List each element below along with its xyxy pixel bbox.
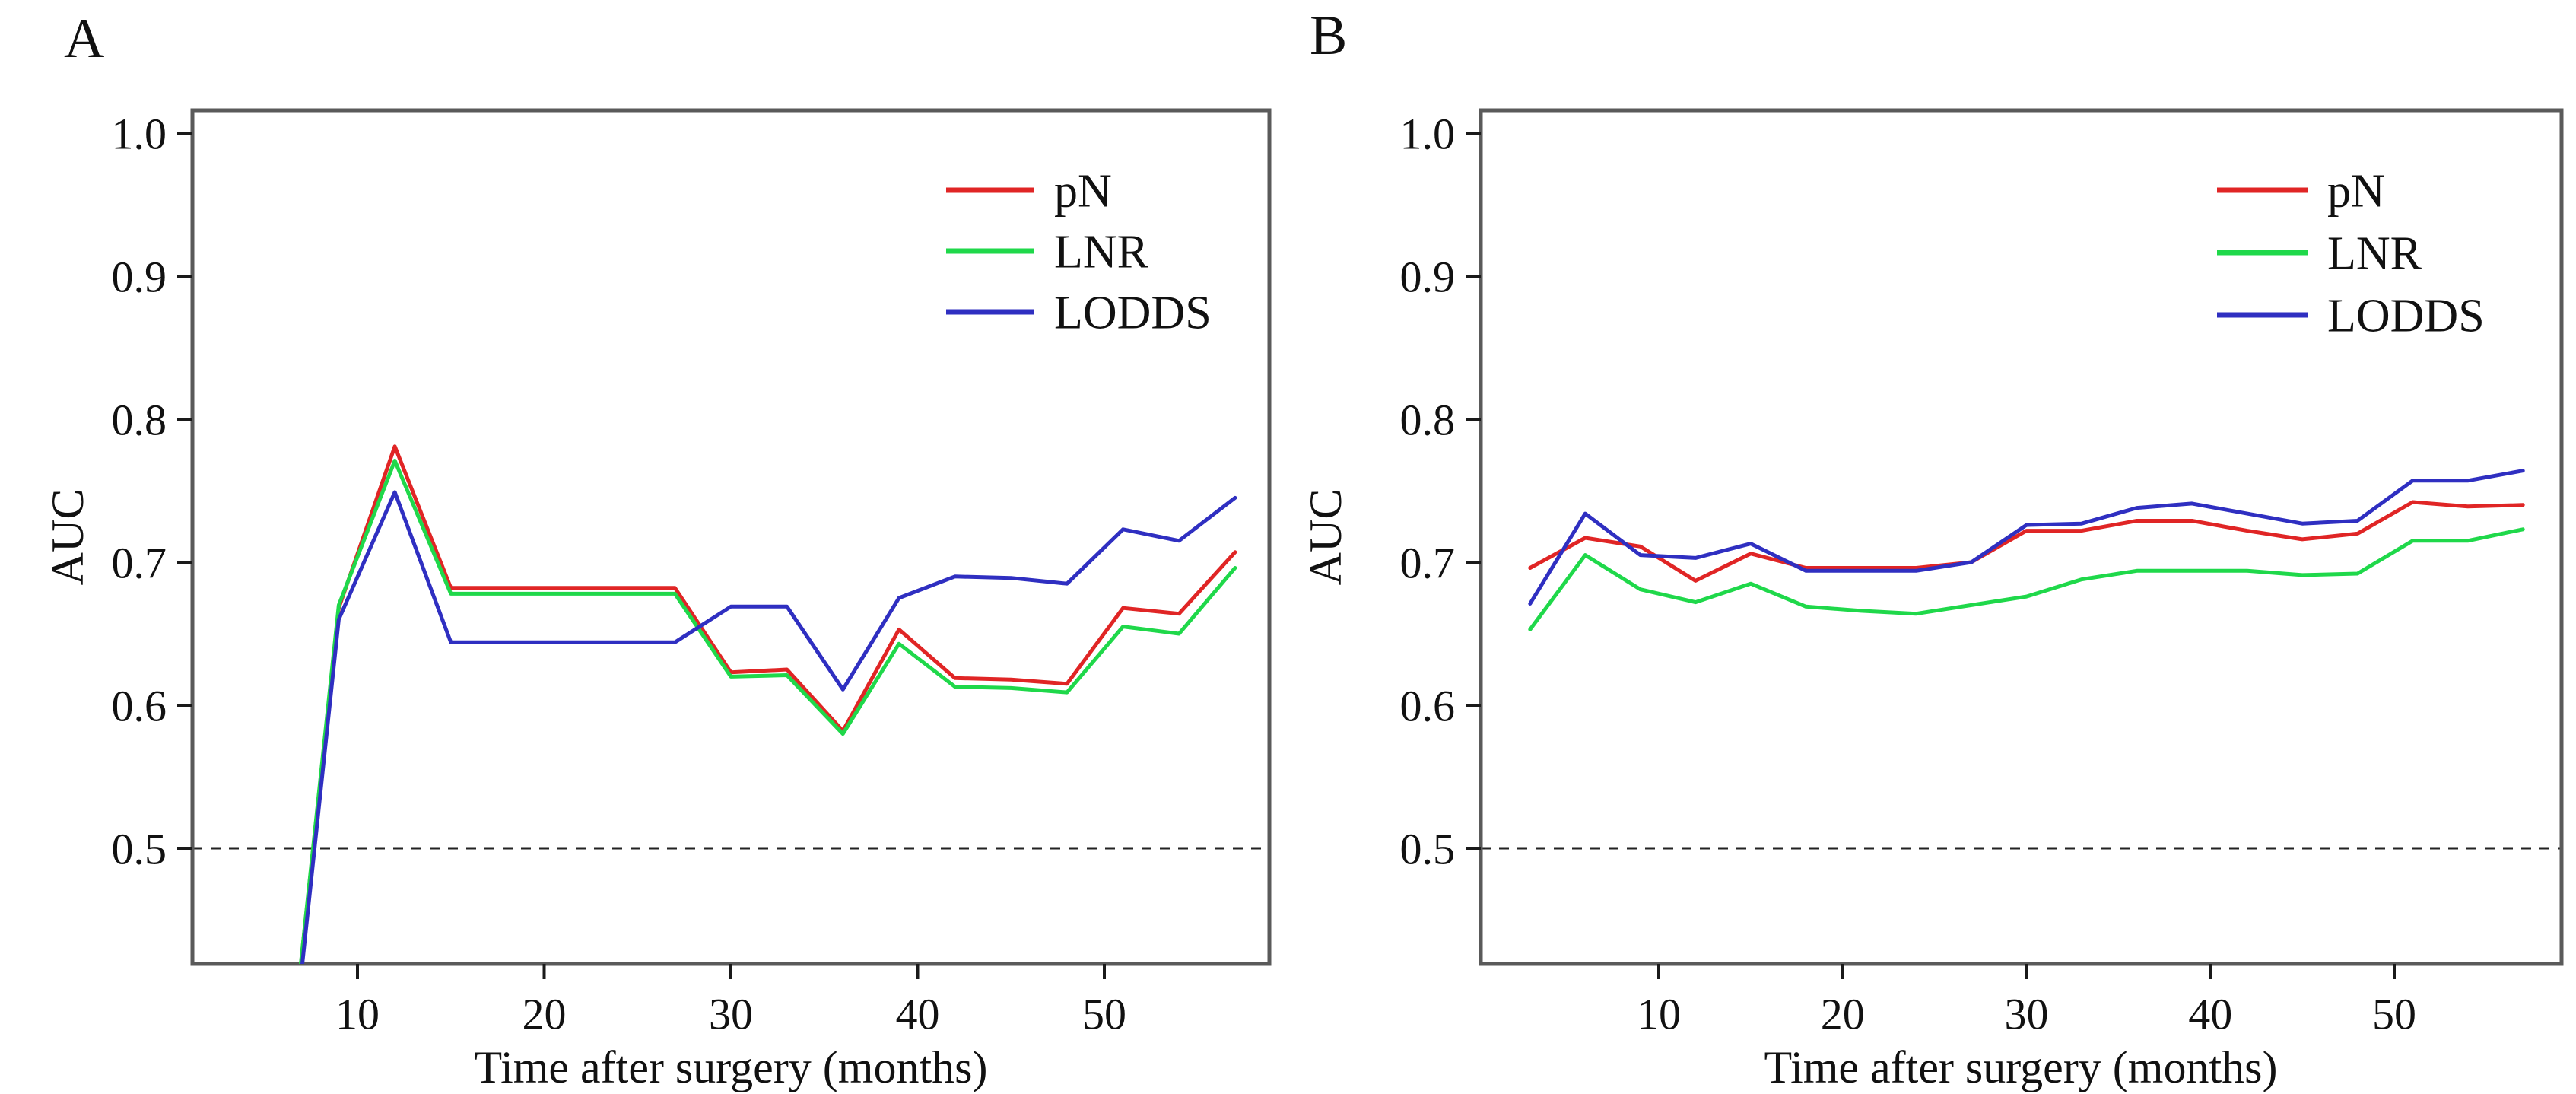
x-tick-label: 50 [1082, 989, 1126, 1038]
panel-a-label: A [64, 8, 105, 70]
series-line-pn [299, 444, 1237, 964]
x-tick-label: 20 [523, 989, 567, 1038]
x-tick-label: 40 [896, 989, 940, 1038]
x-tick-label: 40 [2188, 989, 2232, 1038]
x-tick-label: 30 [709, 989, 753, 1038]
legend-item-lnr: LNR [946, 227, 1149, 278]
legend-item-pn: pN [2217, 166, 2385, 218]
series-line-lodds [300, 490, 1237, 964]
x-tick-label: 10 [1637, 989, 1681, 1038]
legend-label: pN [2327, 166, 2385, 218]
y-tick-label: 0.9 [1400, 252, 1456, 301]
y-tick-label: 0.8 [1400, 395, 1456, 444]
y-tick-label: 0.5 [1400, 824, 1456, 873]
legend-label: LODDS [2327, 291, 2485, 342]
panel-b: 0.5 0.6 0.7 0.8 0.9 1.0 10 20 30 40 50 Time after s… [1301, 108, 2564, 1092]
y-axis-title: AUC [1301, 489, 1351, 586]
legend-item-lodds: LODDS [2217, 291, 2485, 342]
x-tick-label: 50 [2372, 989, 2416, 1038]
series-line-pn [1528, 500, 2525, 583]
x-tick-label: 10 [335, 989, 380, 1038]
x-tick-label: 30 [2005, 989, 2049, 1038]
legend-label: pN [1054, 166, 1112, 218]
x-tick-label: 20 [1821, 989, 1865, 1038]
legend-label: LNR [1054, 227, 1149, 278]
legend-item-lodds: LODDS [946, 288, 1212, 339]
series-line-lnr [1528, 527, 2525, 631]
series-line-lnr [298, 459, 1237, 964]
panel-b-label: B [1310, 5, 1348, 67]
y-tick-label: 0.7 [112, 538, 167, 587]
x-axis-title: Time after surgery (months) [1764, 1042, 2278, 1092]
legend-item-lnr: LNR [2217, 228, 2422, 280]
y-tick-label: 1.0 [112, 109, 167, 158]
plot-border [1479, 108, 2564, 966]
legend: pN LNR LODDS [946, 166, 1212, 339]
x-axis-title: Time after surgery (months) [475, 1042, 988, 1092]
y-axis-title: AUC [43, 489, 93, 586]
y-tick-label: 0.9 [112, 252, 167, 301]
y-tick-label: 1.0 [1400, 109, 1456, 158]
legend: pN LNR LODDS [2217, 166, 2485, 342]
legend-item-pn: pN [946, 166, 1112, 218]
y-tick-label: 0.5 [112, 824, 167, 873]
y-tick-label: 0.7 [1400, 538, 1456, 587]
legend-label: LNR [2327, 228, 2422, 280]
series-line-lodds [1528, 469, 2525, 606]
y-tick-label: 0.6 [112, 681, 167, 730]
legend-label: LODDS [1054, 288, 1212, 339]
panel-a: 0.5 0.6 0.7 0.8 0.9 1.0 10 20 30 40 50 Time after s… [43, 108, 1272, 1092]
y-tick-label: 0.6 [1400, 681, 1456, 730]
y-tick-label: 0.8 [112, 395, 167, 444]
